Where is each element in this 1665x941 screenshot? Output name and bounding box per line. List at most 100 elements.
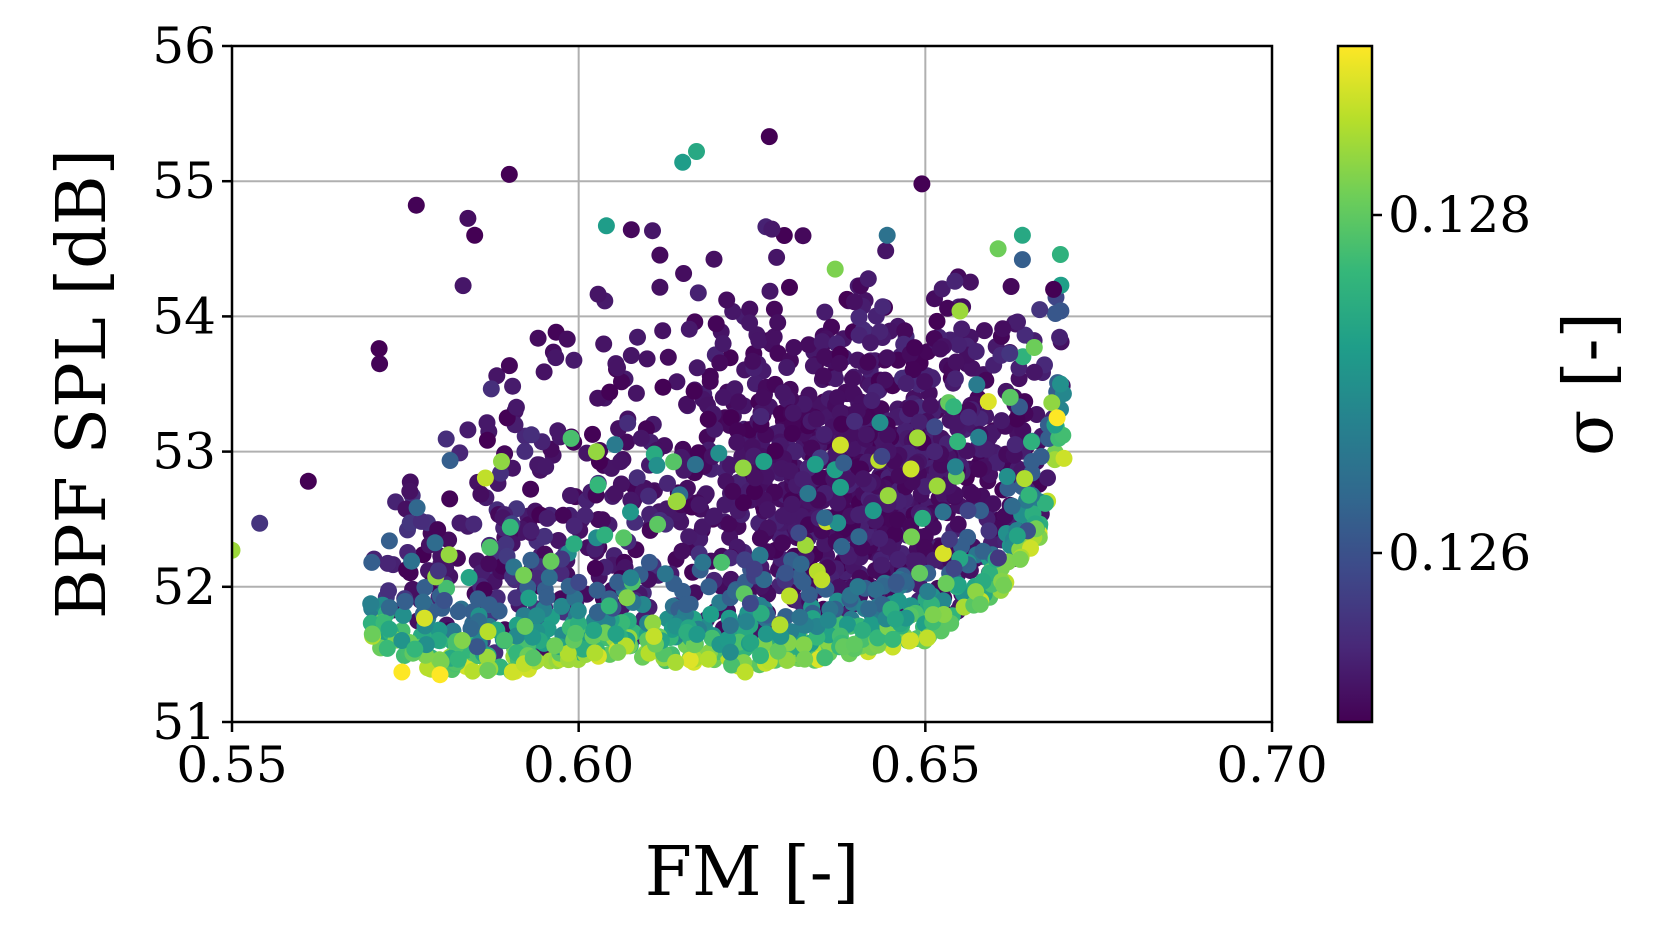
scatter-point <box>585 621 603 639</box>
scatter-point <box>1013 251 1031 269</box>
scatter-point <box>826 260 844 278</box>
scatter-point <box>549 532 567 549</box>
scatter-point <box>975 322 993 340</box>
scatter-point <box>741 314 759 332</box>
scatter-point <box>393 663 411 681</box>
axis-ticks <box>222 44 1274 732</box>
scatter-point <box>668 373 686 391</box>
scatter-point <box>363 625 381 643</box>
scatter-point <box>429 521 447 539</box>
scatter-point <box>558 330 576 348</box>
scatter-point <box>961 273 979 291</box>
scatter-point <box>757 625 775 643</box>
scatter-point <box>1025 339 1043 356</box>
scatter-point <box>449 650 467 668</box>
scatter-point <box>922 397 940 415</box>
scatter-point <box>904 361 922 379</box>
scatter-point <box>794 470 812 488</box>
scatter-point <box>874 298 892 316</box>
scatter-point <box>816 348 834 366</box>
scatter-point <box>815 426 833 443</box>
scatter-point <box>744 352 762 370</box>
scatter-point <box>878 226 896 244</box>
scatter-point <box>622 569 640 587</box>
scatter-point <box>540 568 558 586</box>
scatter-point <box>777 564 794 582</box>
scatter-point <box>538 588 556 606</box>
scatter-point <box>619 414 637 432</box>
scatter-point <box>781 462 799 480</box>
scatter-point <box>979 393 997 411</box>
scatter-point <box>600 597 618 615</box>
scatter-point <box>760 128 778 146</box>
scatter-point <box>618 589 636 607</box>
scatter-point <box>946 272 964 290</box>
scatter-point <box>1045 280 1063 298</box>
scatter-point <box>734 459 752 477</box>
scatter-point <box>710 444 728 462</box>
scatter-point <box>909 429 926 447</box>
scatter-point <box>394 606 412 624</box>
scatter-point <box>1016 326 1034 344</box>
scatter-point <box>1055 449 1073 467</box>
scatter-point <box>903 528 920 546</box>
scatter-point <box>562 487 579 504</box>
scatter-point <box>441 490 459 508</box>
colorbar-tick-label: 0.128 <box>1388 186 1531 244</box>
scatter-point <box>406 640 424 658</box>
scatter-point <box>728 433 746 451</box>
scatter-point <box>380 620 398 638</box>
scatter-point <box>462 620 480 638</box>
scatter-point <box>601 383 619 401</box>
scatter-point <box>595 335 613 353</box>
scatter-point <box>906 339 924 357</box>
scatter-point <box>937 575 955 592</box>
scatter-point <box>553 597 571 615</box>
scatter-point <box>622 503 639 521</box>
colorbar: 0.126 0.128 σ [-] <box>1336 44 1629 724</box>
scatter-point <box>724 482 742 500</box>
scatter-point <box>515 566 533 584</box>
scatter-point <box>783 495 801 513</box>
scatter-point <box>1013 226 1031 244</box>
scatter-point <box>984 495 1002 513</box>
scatter-point <box>554 506 572 524</box>
scatter-point <box>849 578 867 596</box>
scatter-point <box>380 532 398 550</box>
scatter-point <box>1046 305 1064 322</box>
scatter-point <box>774 534 791 552</box>
scatter-point <box>480 596 498 614</box>
scatter-point <box>970 428 988 446</box>
scatter-point <box>946 458 964 476</box>
scatter-point <box>980 522 998 540</box>
scatter-point <box>811 468 829 486</box>
scatter-point <box>949 576 967 594</box>
scatter-point <box>431 666 449 684</box>
scatter-point <box>741 595 759 612</box>
scatter-point <box>949 433 967 451</box>
scatter-point <box>843 370 861 388</box>
scatter-point <box>752 647 769 665</box>
scatter-point <box>835 454 853 472</box>
scatter-point <box>711 354 729 372</box>
scatter-point <box>401 482 419 500</box>
scatter-point <box>688 359 706 377</box>
scatter-point <box>644 222 661 240</box>
scatter-point <box>549 422 567 440</box>
scatter-point <box>1009 313 1026 331</box>
scatter-point <box>790 524 808 542</box>
scatter-point <box>451 514 469 532</box>
scatter-point <box>799 485 817 502</box>
scatter-point <box>751 546 769 564</box>
y-tick-label: 56 <box>152 17 216 75</box>
scatter-point <box>734 494 752 512</box>
scatter-point <box>432 653 450 671</box>
scatter-point <box>831 436 849 454</box>
scatter-point <box>412 512 430 530</box>
scatter-point <box>745 560 763 578</box>
scatter-point <box>396 593 414 610</box>
scatter-point <box>1020 486 1038 504</box>
scatter-point <box>1001 345 1019 362</box>
scatter-point <box>746 483 763 500</box>
scatter-point <box>833 415 851 433</box>
